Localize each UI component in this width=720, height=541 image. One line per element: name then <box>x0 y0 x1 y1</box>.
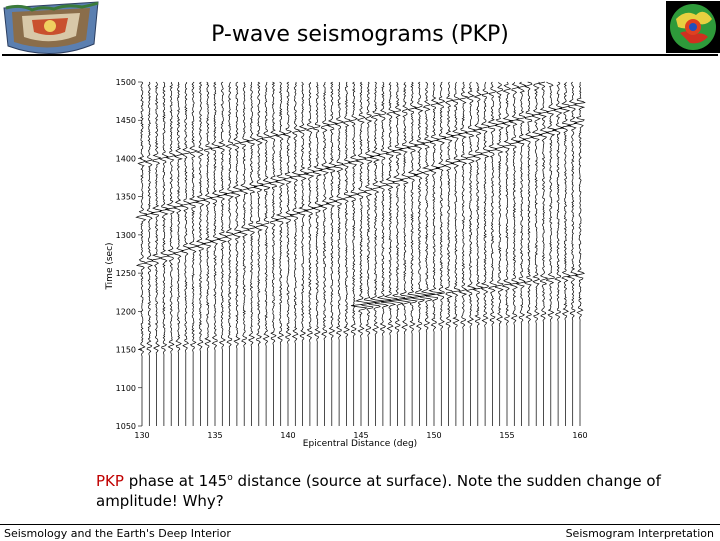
seismogram-trace <box>209 81 221 426</box>
seismogram-trace <box>456 81 469 426</box>
seismogram-trace <box>151 81 163 426</box>
seismogram-trace <box>508 81 522 426</box>
seismogram-trace <box>311 81 324 426</box>
seismogram-trace <box>173 81 185 426</box>
seismogram-trace <box>494 81 506 426</box>
seismogram-trace <box>165 81 178 426</box>
y-tick-label: 1350 <box>116 193 136 202</box>
seismogram-trace <box>303 81 316 426</box>
footer-bar <box>0 524 720 541</box>
seismogram-trace <box>194 81 207 426</box>
y-tick-label: 1150 <box>116 346 136 355</box>
seismogram-traces <box>135 81 586 426</box>
seismogram-trace <box>180 81 192 426</box>
tomography-globe-logo <box>666 1 720 53</box>
y-tick-label: 1200 <box>116 307 136 316</box>
seismogram-trace <box>223 81 236 426</box>
y-tick-label: 1400 <box>116 154 136 163</box>
caption-text-b: distance (source at surface). Note the s… <box>96 472 661 510</box>
y-tick-label: 1500 <box>116 78 136 87</box>
seismogram-trace <box>347 81 360 426</box>
seismogram-trace <box>237 81 251 426</box>
seismogram-trace <box>515 81 527 426</box>
seismogram-trace <box>274 81 287 426</box>
seismogram-trace <box>559 81 572 426</box>
seismogram-record-section: 1500 1450 1400 1350 1300 1250 1200 1150 1100 1050… <box>100 76 590 448</box>
seismogram-trace <box>366 81 385 426</box>
caption-degree: o <box>227 473 233 483</box>
seismogram-trace <box>573 81 586 426</box>
x-tick-label: 135 <box>207 431 222 440</box>
seismogram-trace <box>522 81 536 426</box>
seismogram-trace <box>464 81 478 426</box>
seismogram-trace <box>296 81 310 426</box>
seismogram-trace <box>487 81 500 426</box>
seismogram-trace <box>530 81 544 426</box>
seismogram-trace <box>325 81 338 426</box>
seismogram-trace <box>545 81 558 426</box>
y-tick-label: 1250 <box>116 269 136 278</box>
seismogram-trace <box>417 81 436 426</box>
y-tick-label: 1050 <box>116 422 136 431</box>
seismogram-trace <box>135 81 148 426</box>
seismogram-trace <box>381 82 398 426</box>
caption-text-a: phase at 145 <box>123 472 228 490</box>
x-tick-label: 140 <box>280 431 295 440</box>
footer-left: Seismology and the Earth's Deep Interior <box>4 527 231 540</box>
seismogram-trace <box>158 81 170 426</box>
x-tick-label: 155 <box>499 431 514 440</box>
seismogram-trace <box>260 81 272 426</box>
seismogram-trace <box>477 81 491 426</box>
seismogram-trace <box>332 81 345 426</box>
seismogram-trace <box>566 81 579 426</box>
seismogram-trace <box>341 81 352 426</box>
y-tick-label: 1100 <box>116 384 136 393</box>
y-axis-label: Time (sec) <box>105 242 115 290</box>
seismogram-trace <box>215 81 228 426</box>
seismogram-trace <box>317 81 331 426</box>
y-axis-ticks: 1500 1450 1400 1350 1300 1250 1200 1150 1100 1050 <box>116 78 142 431</box>
seismogram-trace <box>201 81 214 426</box>
x-tick-label: 145 <box>353 431 368 440</box>
seismogram-trace <box>410 81 428 426</box>
slide-title: P-wave seismograms (PKP) <box>211 22 509 47</box>
x-tick-label: 150 <box>426 431 441 440</box>
seismogram-trace <box>441 81 455 426</box>
seismogram-trace <box>143 81 155 426</box>
seismogram-trace <box>246 81 258 426</box>
seismogram-trace <box>267 81 279 426</box>
seismogram-trace <box>471 81 484 426</box>
slide-caption: PKP phase at 145o distance (source at su… <box>96 468 696 511</box>
seismogram-trace <box>450 81 463 426</box>
seismogram-trace <box>289 81 303 426</box>
seismogram-trace <box>395 81 414 426</box>
seismogram-trace <box>402 81 421 426</box>
seismogram-trace <box>187 81 200 426</box>
x-tick-label: 130 <box>134 431 149 440</box>
seismogram-trace <box>350 81 371 426</box>
seismogram-trace <box>501 81 514 426</box>
seismogram-trace <box>230 81 243 426</box>
seismogram-trace <box>374 81 392 426</box>
y-tick-label: 1450 <box>116 116 136 125</box>
y-tick-label: 1300 <box>116 231 136 240</box>
seismogram-trace <box>536 81 550 426</box>
seismogram-trace <box>282 81 295 426</box>
seismogram-trace <box>253 81 264 426</box>
seismogram-trace <box>435 81 447 426</box>
x-tick-label: 160 <box>572 431 587 440</box>
footer-right: Seismogram Interpretation <box>565 527 714 540</box>
title-divider <box>2 54 718 56</box>
caption-highlight: PKP <box>96 472 124 490</box>
seismogram-trace <box>552 81 564 426</box>
seismogram-trace <box>360 81 378 426</box>
x-axis-ticks: 130 135 140 145 150 155 160 <box>134 431 587 440</box>
earth-cross-section-logo <box>2 0 100 58</box>
seismogram-trace <box>388 81 406 426</box>
x-axis-label: Epicentral Distance (deg) <box>303 439 417 448</box>
